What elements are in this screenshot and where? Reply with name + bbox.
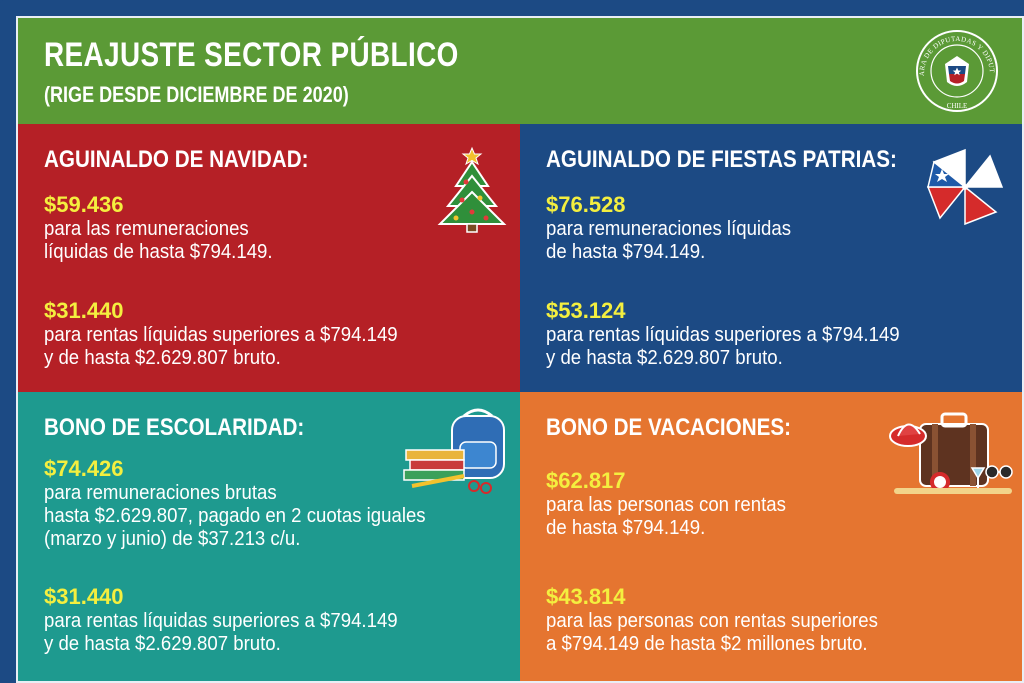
amount-description: para remuneraciones líquidas de hasta $7… [546, 218, 792, 263]
amount-description: para rentas líquidas superiores a $794.1… [44, 324, 398, 369]
panel-bono-vacaciones: BONO DE VACACIONES: $62.817 para las per… [520, 392, 1022, 681]
amount-description: para las personas con rentas de hasta $7… [546, 494, 786, 539]
amount-value: $74.426 [44, 456, 124, 481]
amount-description: para remuneraciones brutas hasta $2.629.… [44, 482, 426, 550]
chamber-seal-icon: CÁMARA DE DIPUTADAS Y DIPUTADOS CHILE [912, 26, 998, 112]
amount-value: $62.817 [546, 468, 626, 493]
seal-country: CHILE [947, 102, 968, 110]
panel-title: BONO DE VACACIONES: [546, 414, 792, 441]
panel-title: AGUINALDO DE NAVIDAD: [44, 146, 309, 173]
panel-title: AGUINALDO DE FIESTAS PATRIAS: [546, 146, 897, 173]
panel-title: BONO DE ESCOLARIDAD: [44, 414, 305, 441]
amount-value: $31.440 [44, 584, 124, 609]
panel-bono-escolaridad: BONO DE ESCOLARIDAD: $74.426 para remune… [18, 392, 520, 681]
amount-description: para rentas líquidas superiores a $794.1… [546, 324, 900, 369]
amount-description: para rentas líquidas superiores a $794.1… [44, 610, 398, 655]
amount-description: para las remuneraciones líquidas de hast… [44, 218, 273, 263]
pinwheel-icon [926, 148, 1004, 226]
amount-value: $59.436 [44, 192, 124, 217]
amount-value: $76.528 [546, 192, 626, 217]
school-backpack-icon [403, 408, 505, 494]
amount-description: para las personas con rentas superiores … [546, 610, 878, 655]
amount-value: $53.124 [546, 298, 626, 323]
amount-value: $43.814 [546, 584, 626, 609]
header: REAJUSTE SECTOR PÚBLICO (RIGE DESDE DICI… [18, 18, 1022, 124]
suitcase-icon [889, 412, 1013, 494]
christmas-tree-icon [437, 146, 507, 233]
page-subtitle: (RIGE DESDE DICIEMBRE DE 2020) [44, 82, 349, 107]
panel-aguinaldo-fiestas-patrias: AGUINALDO DE FIESTAS PATRIAS: $76.528 pa… [520, 124, 1022, 392]
infographic: REAJUSTE SECTOR PÚBLICO (RIGE DESDE DICI… [16, 16, 1024, 683]
page-title: REAJUSTE SECTOR PÚBLICO [44, 36, 459, 74]
amount-value: $31.440 [44, 298, 124, 323]
panel-aguinaldo-navidad: AGUINALDO DE NAVIDAD: $59.436 para las r… [18, 124, 520, 392]
